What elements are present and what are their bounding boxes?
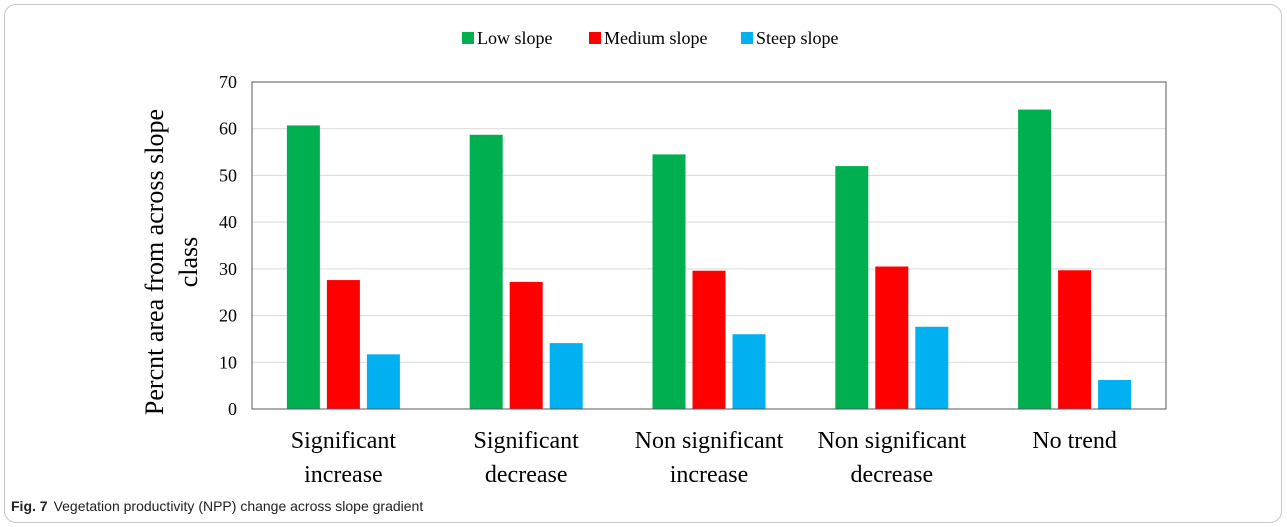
bar-low-slope — [1018, 109, 1052, 409]
figure-caption-text: Vegetation productivity (NPP) change acr… — [53, 498, 424, 514]
legend-swatch-steep-slope — [741, 32, 753, 44]
legend-label-medium-slope: Medium slope — [604, 28, 708, 48]
y-tick-label: 60 — [219, 119, 237, 139]
bar-steep-slope — [366, 354, 400, 409]
bar-low-slope — [835, 166, 869, 409]
figure-frame — [4, 4, 1282, 523]
x-tick-label: Significant — [474, 428, 580, 454]
x-tick-labels: Significant increase Significant decrease No… — [291, 428, 1117, 488]
bar-steep-slope — [1098, 380, 1132, 409]
bar-medium-slope — [1058, 270, 1092, 409]
figure-number: Fig. 7 — [11, 498, 48, 514]
x-tick-label: No trend — [1032, 428, 1117, 454]
legend-label-steep-slope: Steep slope — [756, 28, 839, 48]
y-tick-labels: 0 10 20 30 40 50 60 70 — [219, 72, 237, 419]
y-tick-label: 40 — [219, 212, 237, 232]
chart-legend: Low slope Medium slope Steep slope — [462, 28, 839, 48]
bar-steep-slope — [549, 343, 583, 409]
legend-swatch-low-slope — [462, 32, 474, 44]
bar-medium-slope — [875, 266, 909, 409]
legend-label-low-slope: Low slope — [477, 28, 553, 48]
y-tick-label: 30 — [219, 259, 237, 279]
y-axis-label-line: Percnt area from across slope — [140, 109, 169, 415]
x-tick-label: increase — [670, 462, 749, 488]
y-tick-label: 20 — [219, 306, 237, 326]
legend-swatch-medium-slope — [589, 32, 601, 44]
bar-low-slope — [652, 154, 686, 409]
figure-caption: Fig. 7 Vegetation productivity (NPP) chan… — [11, 498, 423, 514]
bar-medium-slope — [692, 270, 726, 409]
bar-medium-slope — [326, 280, 360, 409]
x-tick-label: Non significant — [817, 428, 966, 454]
y-tick-label: 10 — [219, 352, 237, 372]
bar-steep-slope — [732, 334, 766, 409]
bar-medium-slope — [509, 281, 543, 409]
x-tick-label: Non significant — [635, 428, 784, 454]
x-tick-label: decrease — [485, 462, 568, 488]
y-axis-label: Percnt area from across slope class — [140, 109, 203, 415]
bar-low-slope — [286, 125, 320, 410]
bar-low-slope — [469, 134, 503, 409]
y-tick-label: 70 — [219, 72, 237, 92]
y-tick-label: 50 — [219, 165, 237, 185]
x-tick-label: Significant — [291, 428, 397, 454]
x-tick-label: increase — [304, 462, 383, 488]
x-tick-label: decrease — [851, 462, 934, 488]
axes — [251, 81, 1167, 410]
plot-area-border — [251, 81, 1167, 410]
bar-steep-slope — [915, 326, 949, 409]
y-tick-label: 0 — [228, 399, 237, 419]
bars — [286, 109, 1132, 410]
y-axis-label-line: class — [174, 237, 203, 288]
